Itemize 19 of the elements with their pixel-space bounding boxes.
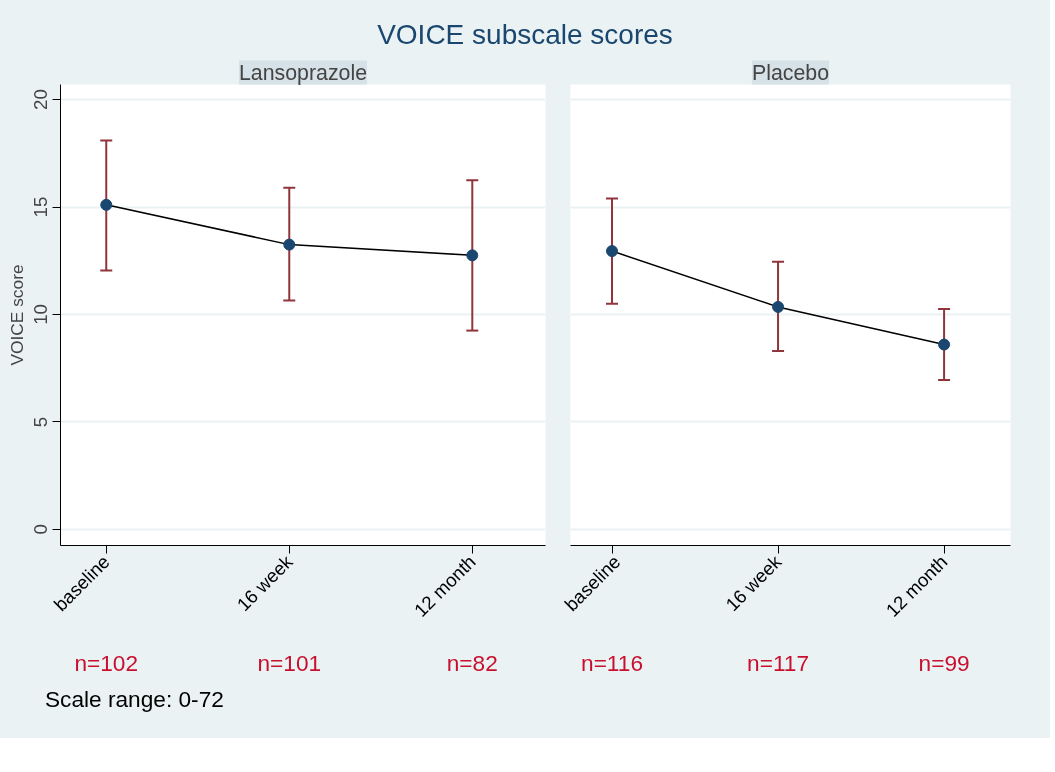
text: Scale range: 0-72 (45, 685, 224, 714)
y-tick-label: 20 (30, 89, 52, 110)
text: n=101 (257, 649, 322, 676)
chart-title: VOICE subscale scores (377, 18, 673, 52)
point (100, 198, 113, 211)
point (466, 249, 479, 262)
text: n=102 (74, 649, 139, 676)
text: n=117 (747, 649, 810, 676)
y-tick-label: 0 (30, 524, 52, 535)
y-tick-label: 10 (30, 304, 52, 325)
text: n=116 (581, 649, 643, 676)
chart-subtitle: Placebo (751, 60, 830, 85)
point (283, 238, 296, 251)
text: n=82 (446, 649, 498, 676)
y-tick-label: 15 (30, 196, 52, 218)
y-axis-title: VOICE score (6, 264, 27, 366)
chart-subtitle: Lansoprazole (238, 60, 368, 85)
text: n=99 (918, 649, 970, 676)
y-tick-label: 5 (30, 416, 52, 428)
